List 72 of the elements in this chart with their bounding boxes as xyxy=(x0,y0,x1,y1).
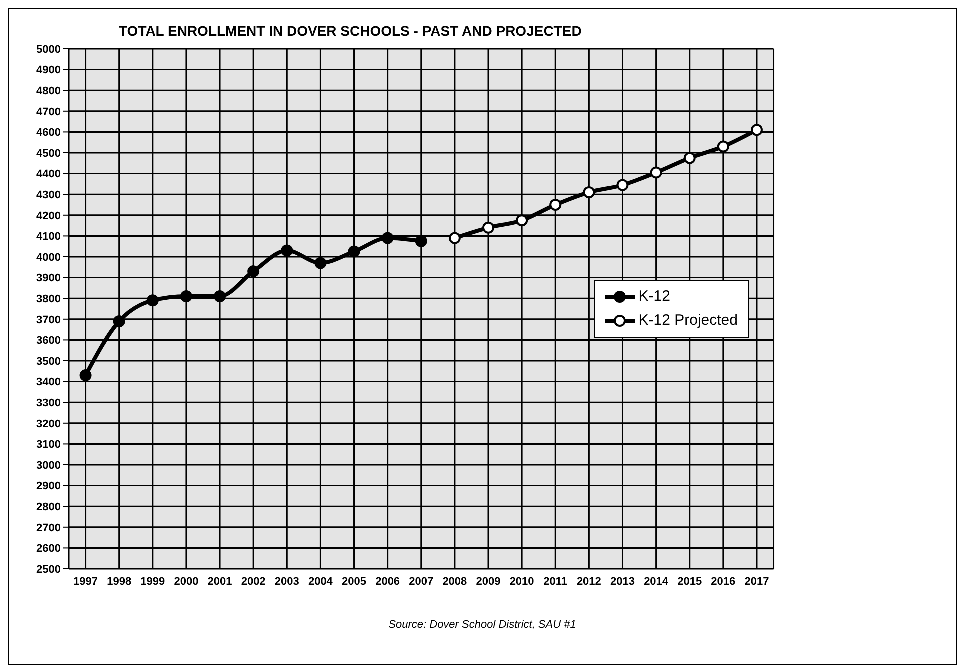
point xyxy=(516,214,528,227)
y-tick-label: 5000 xyxy=(36,44,61,56)
y-tick-label: 4700 xyxy=(36,106,61,118)
y-tick-label: 2500 xyxy=(36,564,61,576)
x-tick-label: 2001 xyxy=(208,576,232,588)
point xyxy=(146,294,159,307)
y-tick-label: 4900 xyxy=(36,64,61,77)
x-tick-label: 1997 xyxy=(74,576,98,588)
point xyxy=(650,166,662,179)
y-tick-label: 2900 xyxy=(36,480,61,493)
point xyxy=(616,179,629,192)
y-tick-label: 4300 xyxy=(36,190,61,202)
y-tick-label: 4500 xyxy=(36,148,61,160)
y-tick-label: 3900 xyxy=(36,272,61,285)
y-tick-label: 3100 xyxy=(36,439,61,452)
point xyxy=(180,290,192,303)
x-tick-label: 2006 xyxy=(376,576,400,588)
chart-title: TOTAL ENROLLMENT IN DOVER SCHOOLS - PAST AND PROJECTED xyxy=(119,23,582,39)
x-tick-label: 2004 xyxy=(308,576,334,588)
x-tick-label: 2007 xyxy=(409,576,434,588)
point xyxy=(113,315,126,328)
point xyxy=(382,232,394,244)
y-tick-label: 3600 xyxy=(36,335,61,348)
legend-label: K-12 Projected xyxy=(638,311,738,331)
point xyxy=(80,370,92,382)
point xyxy=(482,222,495,234)
source-note: Source: Dover School District, SAU #1 xyxy=(388,619,578,631)
y-tick-label: 3500 xyxy=(36,356,61,368)
point xyxy=(684,152,696,164)
point xyxy=(214,290,226,303)
x-tick-label: 2017 xyxy=(744,576,770,588)
x-tick-label: 2014 xyxy=(644,576,670,588)
y-tick-label: 4600 xyxy=(36,127,61,140)
point xyxy=(717,140,730,153)
point xyxy=(415,235,428,248)
x-tick-label: 2002 xyxy=(241,576,266,588)
y-tick-label: 3400 xyxy=(36,376,61,389)
y-tick-label: 4200 xyxy=(36,210,61,222)
x-tick-label: 2015 xyxy=(678,576,702,588)
point xyxy=(750,124,763,136)
y-tick-label: 4800 xyxy=(36,86,61,98)
x-tick-label: 2005 xyxy=(342,576,367,588)
x-tick-label: 2010 xyxy=(510,576,534,588)
y-tick-label: 2600 xyxy=(36,543,61,556)
point xyxy=(583,186,596,199)
y-tick-label: 4400 xyxy=(36,168,61,181)
y-tick-label: 2800 xyxy=(36,502,61,514)
y-tick-label: 3000 xyxy=(36,460,61,472)
y-tick-label: 3800 xyxy=(36,294,61,306)
legend-label: K-12 xyxy=(638,287,670,307)
point xyxy=(248,266,260,278)
x-tick-label: 1999 xyxy=(140,576,166,588)
x-tick-label: 1998 xyxy=(107,576,132,588)
y-tick-label: 4100 xyxy=(36,231,61,244)
x-tick-label: 2003 xyxy=(274,576,300,588)
x-tick-label: 2012 xyxy=(576,576,602,588)
x-tick-label: 2008 xyxy=(442,576,468,588)
y-tick-label: 4000 xyxy=(36,252,61,264)
x-tick-label: 2009 xyxy=(476,576,501,588)
point xyxy=(281,244,294,257)
point xyxy=(314,257,327,270)
x-tick-label: 2000 xyxy=(174,576,199,588)
y-tick-label: 3700 xyxy=(36,314,61,326)
point xyxy=(448,232,461,244)
x-tick-label: 2013 xyxy=(610,576,635,588)
y-tick-label: 2700 xyxy=(36,522,61,534)
y-tick-label: 3300 xyxy=(36,398,61,410)
x-tick-label: 2011 xyxy=(544,576,568,588)
point xyxy=(550,199,562,211)
x-tick-label: 2016 xyxy=(711,576,736,588)
y-tick-label: 3200 xyxy=(36,418,61,430)
point xyxy=(348,246,360,258)
